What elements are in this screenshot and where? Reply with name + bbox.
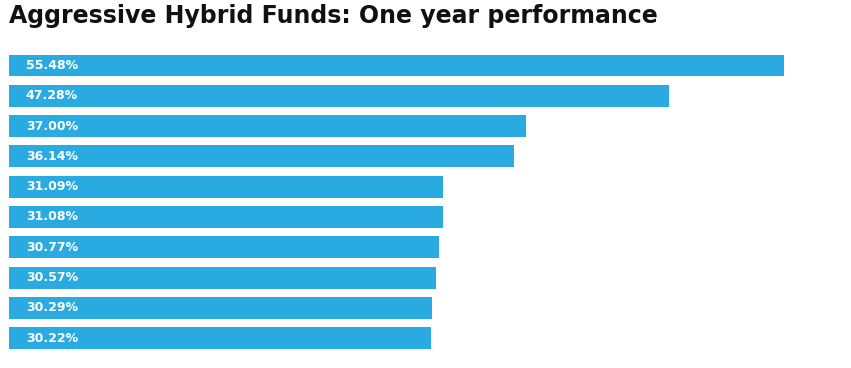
Bar: [9, 297, 432, 319]
Text: 30.77%: 30.77%: [26, 241, 78, 254]
Text: 30.57%: 30.57%: [26, 271, 78, 284]
Bar: [9, 236, 438, 258]
Bar: [9, 327, 431, 349]
Text: 37.00%: 37.00%: [26, 120, 78, 132]
Text: 30.29%: 30.29%: [26, 301, 77, 314]
Bar: [9, 145, 514, 167]
Text: 30.22%: 30.22%: [26, 332, 78, 345]
Bar: [9, 115, 526, 137]
Text: 36.14%: 36.14%: [26, 150, 77, 163]
Bar: [9, 176, 443, 198]
Text: 31.08%: 31.08%: [26, 210, 77, 223]
Bar: [9, 267, 436, 289]
Bar: [9, 85, 669, 107]
Bar: [9, 206, 443, 228]
Text: 47.28%: 47.28%: [26, 89, 78, 102]
Text: Aggressive Hybrid Funds: One year performance: Aggressive Hybrid Funds: One year perfor…: [9, 4, 658, 28]
Text: 55.48%: 55.48%: [26, 59, 78, 72]
Text: 31.09%: 31.09%: [26, 180, 77, 193]
Bar: [9, 54, 784, 77]
